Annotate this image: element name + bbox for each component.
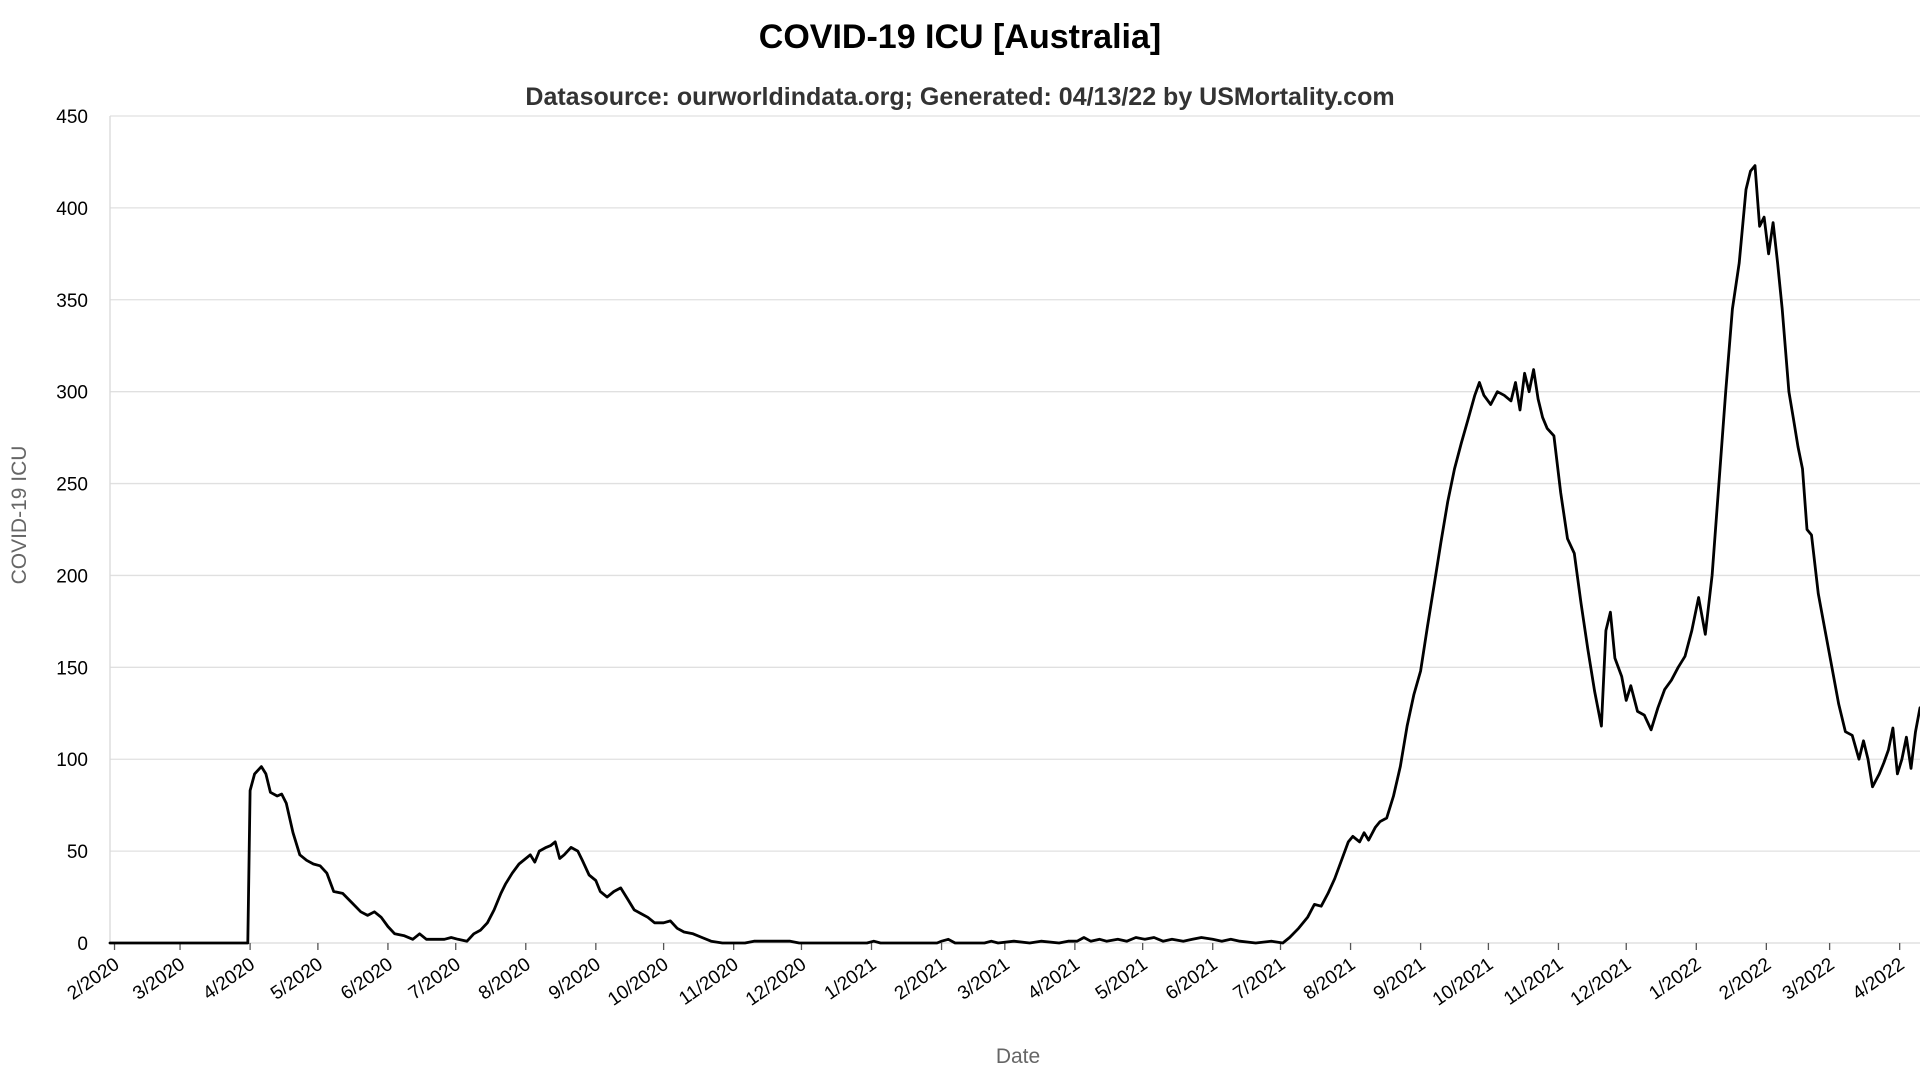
x-tick-label: 3/2020 bbox=[129, 954, 189, 1005]
x-tick-label: 10/2020 bbox=[604, 954, 672, 1011]
y-axis-ticks: 0 50 100 150 200 250 300 350 400 450 bbox=[56, 107, 88, 955]
y-tick-label: 350 bbox=[56, 291, 88, 312]
x-tick-label: 4/2022 bbox=[1849, 954, 1909, 1005]
series-line-icu bbox=[108, 164, 1920, 945]
x-tick-label: 12/2021 bbox=[1567, 954, 1635, 1011]
x-tick-label: 9/2021 bbox=[1370, 954, 1430, 1005]
y-axis-title: COVID-19 ICU bbox=[8, 446, 31, 585]
x-tick-label: 7/2021 bbox=[1230, 954, 1290, 1005]
x-tick-label: 11/2020 bbox=[675, 954, 742, 1010]
x-tick-label: 6/2021 bbox=[1162, 954, 1222, 1005]
x-tick-label: 4/2021 bbox=[1024, 954, 1084, 1005]
y-tick-label: 150 bbox=[56, 658, 88, 679]
x-tick-label: 1/2021 bbox=[821, 954, 881, 1005]
y-tick-label: 200 bbox=[56, 566, 88, 587]
y-tick-label: 250 bbox=[56, 475, 88, 496]
chart-title: COVID-19 ICU [Australia] bbox=[759, 18, 1161, 56]
x-axis-title: Date bbox=[996, 1045, 1040, 1068]
x-tick-label: 9/2020 bbox=[545, 954, 605, 1005]
y-tick-label: 0 bbox=[77, 934, 88, 955]
x-tick-label: 7/2020 bbox=[405, 954, 465, 1005]
x-tick-label: 3/2021 bbox=[954, 954, 1014, 1005]
x-tick-label: 8/2020 bbox=[475, 954, 535, 1005]
x-tick-label: 8/2021 bbox=[1300, 954, 1360, 1005]
grid-lines bbox=[110, 115, 1920, 944]
x-tick-label: 2/2021 bbox=[891, 954, 951, 1005]
x-tick-label: 4/2020 bbox=[199, 954, 259, 1005]
series-layer bbox=[108, 164, 1920, 945]
x-tick-label: 3/2022 bbox=[1779, 954, 1839, 1005]
x-tick-label: 2/2020 bbox=[64, 954, 124, 1005]
chart-subtitle: Datasource: ourworldindata.org; Generate… bbox=[525, 83, 1394, 111]
x-tick-label: 11/2021 bbox=[1500, 954, 1567, 1010]
y-tick-label: 450 bbox=[56, 107, 88, 128]
x-tick-label: 5/2020 bbox=[267, 954, 327, 1005]
x-tick-label: 1/2022 bbox=[1646, 954, 1706, 1005]
y-tick-label: 300 bbox=[56, 383, 88, 404]
y-tick-label: 400 bbox=[56, 199, 88, 220]
x-tick-label: 2/2022 bbox=[1716, 954, 1776, 1005]
x-tick-label: 12/2020 bbox=[742, 954, 810, 1011]
y-tick-label: 100 bbox=[56, 750, 88, 771]
x-tick-label: 10/2021 bbox=[1429, 954, 1497, 1011]
y-tick-label: 50 bbox=[67, 842, 88, 863]
x-axis-ticks: 2/2020 3/2020 4/2020 5/2020 6/2020 7/2020 8/20… bbox=[64, 943, 1909, 1010]
x-tick-label: 5/2021 bbox=[1092, 954, 1152, 1005]
x-tick-label: 6/2020 bbox=[337, 954, 397, 1005]
